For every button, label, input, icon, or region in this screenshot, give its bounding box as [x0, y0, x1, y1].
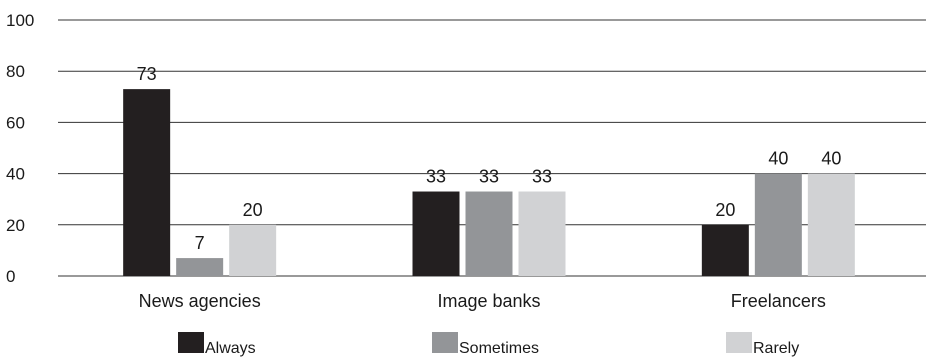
data-label: 40: [821, 149, 841, 169]
bar-always: [702, 225, 749, 276]
bar-rarely: [808, 174, 855, 276]
y-tick-label: 20: [6, 216, 25, 235]
category-label: Freelancers: [731, 291, 826, 311]
category-labels: News agencies Image banks Freelancers: [139, 291, 826, 311]
legend-label: Always: [205, 340, 256, 357]
data-label: 33: [532, 167, 552, 187]
bar-rarely: [229, 225, 276, 276]
bar-sometimes: [466, 192, 513, 276]
legend-item-always: Always: [178, 332, 256, 357]
legend-label: Sometimes: [459, 340, 539, 357]
y-tick-label: 60: [6, 113, 25, 132]
legend: Always Sometimes Rarely: [178, 332, 799, 357]
data-label: 33: [479, 167, 499, 187]
data-label: 7: [195, 233, 205, 253]
data-label: 40: [768, 149, 788, 169]
category-label: Image banks: [437, 291, 540, 311]
bar-sometimes: [176, 258, 223, 276]
data-label: 20: [715, 200, 735, 220]
data-label: 20: [243, 200, 263, 220]
bar-rarely: [519, 192, 566, 276]
legend-swatch: [432, 332, 458, 353]
bar-always: [413, 192, 460, 276]
y-tick-label: 80: [6, 62, 25, 81]
category-label: News agencies: [139, 291, 261, 311]
bar-always: [123, 89, 170, 276]
legend-swatch: [178, 332, 204, 353]
legend-label: Rarely: [753, 340, 799, 357]
data-label: 73: [137, 64, 157, 84]
legend-swatch: [726, 332, 752, 353]
y-tick-label: 0: [6, 267, 15, 286]
y-tick-label: 100: [6, 11, 34, 30]
data-label: 33: [426, 167, 446, 187]
legend-item-sometimes: Sometimes: [432, 332, 539, 357]
y-tick-label: 40: [6, 165, 25, 184]
bar-sometimes: [755, 174, 802, 276]
legend-item-rarely: Rarely: [726, 332, 799, 357]
y-axis-tick-labels: 0 20 40 60 80 100: [6, 11, 34, 286]
